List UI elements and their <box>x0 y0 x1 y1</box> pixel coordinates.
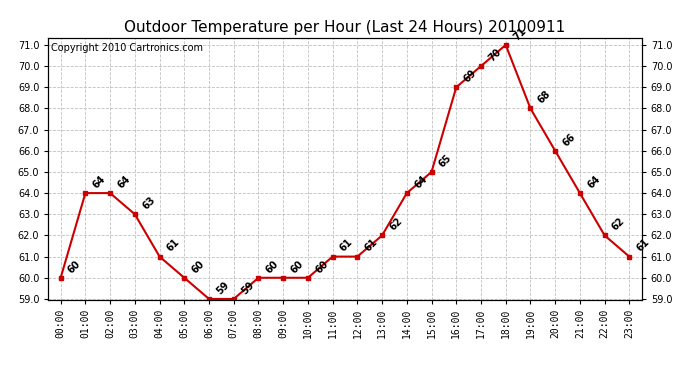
Text: 63: 63 <box>140 195 157 211</box>
Text: 61: 61 <box>635 237 651 254</box>
Text: 61: 61 <box>363 237 380 254</box>
Text: 65: 65 <box>437 153 454 169</box>
Text: 66: 66 <box>561 131 578 148</box>
Text: 60: 60 <box>264 258 281 275</box>
Text: 59: 59 <box>215 279 231 296</box>
Text: 60: 60 <box>190 258 206 275</box>
Text: 64: 64 <box>91 174 108 190</box>
Text: 70: 70 <box>486 46 503 63</box>
Text: 64: 64 <box>413 174 429 190</box>
Text: 64: 64 <box>585 174 602 190</box>
Text: 61: 61 <box>338 237 355 254</box>
Text: 61: 61 <box>165 237 181 254</box>
Text: 60: 60 <box>66 258 83 275</box>
Text: 69: 69 <box>462 68 478 84</box>
Text: 71: 71 <box>511 26 528 42</box>
Text: 62: 62 <box>610 216 627 232</box>
Text: 59: 59 <box>239 279 256 296</box>
Text: Copyright 2010 Cartronics.com: Copyright 2010 Cartronics.com <box>51 43 204 53</box>
Text: 60: 60 <box>313 258 330 275</box>
Title: Outdoor Temperature per Hour (Last 24 Hours) 20100911: Outdoor Temperature per Hour (Last 24 Ho… <box>124 20 566 35</box>
Text: 60: 60 <box>288 258 306 275</box>
Text: 62: 62 <box>388 216 404 232</box>
Text: 64: 64 <box>116 174 132 190</box>
Text: 68: 68 <box>536 89 553 106</box>
